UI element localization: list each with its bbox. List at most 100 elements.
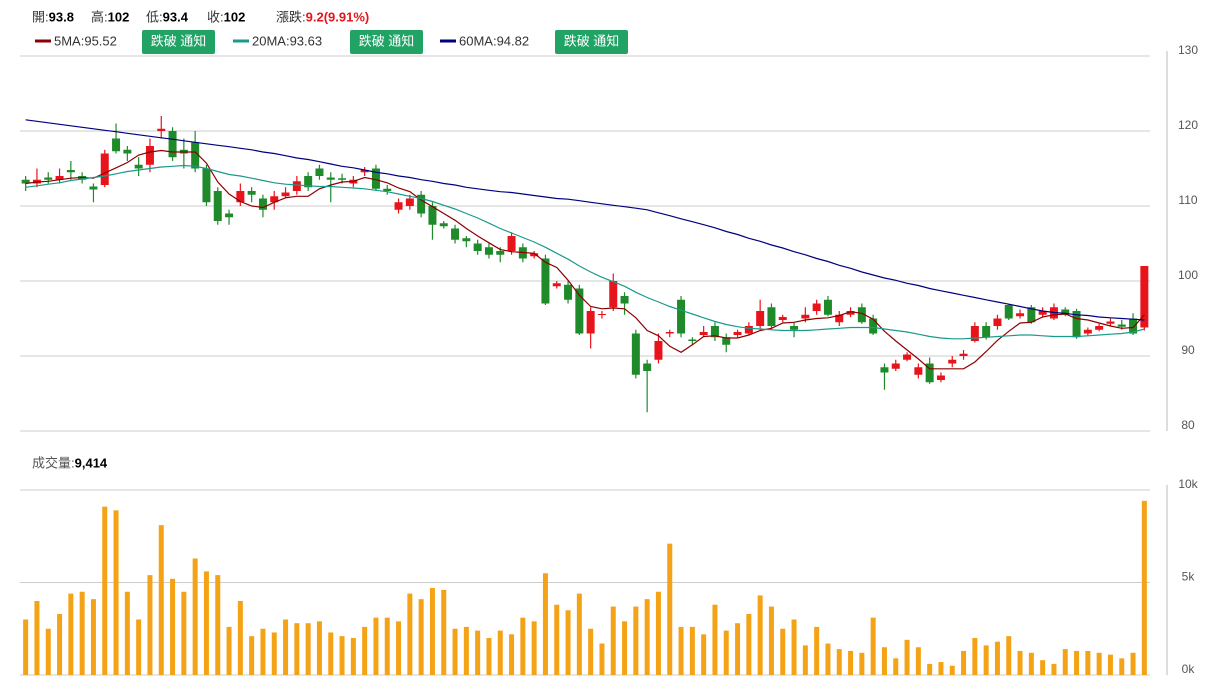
volume-bar bbox=[531, 621, 537, 675]
candle-body bbox=[654, 341, 663, 360]
candle-body bbox=[281, 192, 290, 197]
volume-bar bbox=[226, 626, 232, 675]
candle-body bbox=[801, 314, 810, 319]
candle-body bbox=[326, 177, 335, 180]
candle-body bbox=[688, 339, 697, 341]
candle-body bbox=[394, 202, 403, 210]
volume-bar bbox=[1051, 663, 1057, 675]
volume-bar bbox=[1006, 636, 1012, 675]
candle-body bbox=[21, 179, 30, 184]
volume-bar bbox=[1107, 654, 1113, 675]
candle-body bbox=[597, 314, 606, 315]
candle-body bbox=[1004, 305, 1013, 319]
y-tick-label: 120 bbox=[1178, 118, 1198, 132]
volume-bar bbox=[791, 619, 797, 675]
candle-body bbox=[643, 363, 652, 371]
volume-bar bbox=[893, 658, 899, 675]
volume-bar bbox=[746, 613, 752, 675]
volume-bar bbox=[723, 630, 729, 675]
header-label: 收: bbox=[207, 9, 224, 24]
candle-body bbox=[371, 168, 380, 189]
candle-body bbox=[530, 253, 539, 257]
volume-bar bbox=[102, 506, 108, 675]
candle-body bbox=[213, 191, 222, 221]
candle-body bbox=[236, 191, 245, 203]
volume-bar bbox=[1119, 658, 1125, 675]
candle-body bbox=[835, 314, 844, 323]
candle-body bbox=[891, 363, 900, 369]
volume-bar bbox=[881, 647, 887, 675]
volume-bar bbox=[124, 591, 130, 675]
candle-body bbox=[925, 363, 934, 383]
candle-body bbox=[1117, 324, 1126, 327]
alert-button[interactable]: 跌破 通知 bbox=[350, 30, 423, 54]
volume-bar bbox=[633, 606, 639, 675]
candle-body bbox=[1129, 318, 1138, 334]
candle-body bbox=[100, 153, 109, 185]
volume-bar bbox=[192, 558, 198, 675]
volume-bar bbox=[757, 595, 763, 675]
candle-body bbox=[914, 367, 923, 375]
candle-body bbox=[405, 198, 414, 206]
candle-body bbox=[677, 299, 686, 334]
alert-button[interactable]: 跌破 通知 bbox=[555, 30, 628, 54]
candle-body bbox=[417, 194, 426, 214]
header-value: 93.8 bbox=[49, 9, 74, 24]
candle-body bbox=[1140, 266, 1149, 328]
volume-bar bbox=[1017, 650, 1023, 675]
volume-bar bbox=[667, 543, 673, 675]
header-label: 高: bbox=[91, 9, 108, 24]
candle-body bbox=[44, 177, 53, 180]
button-label: 跌破 通知 bbox=[564, 33, 620, 48]
candle-body bbox=[959, 353, 968, 356]
volume-bar bbox=[384, 617, 390, 675]
volume-bar bbox=[396, 621, 402, 675]
candle-body bbox=[191, 142, 200, 169]
volume-bar bbox=[938, 662, 944, 675]
volume-bar bbox=[994, 641, 1000, 675]
volume-bar bbox=[339, 636, 345, 675]
candle-body bbox=[112, 138, 121, 152]
volume-bar bbox=[655, 591, 661, 675]
volume-bar bbox=[915, 647, 921, 675]
button-bg bbox=[142, 30, 215, 54]
volume-bar bbox=[34, 601, 40, 675]
alert-button[interactable]: 跌破 通知 bbox=[142, 30, 215, 54]
candle-body bbox=[880, 367, 889, 373]
header-label: 開: bbox=[32, 9, 49, 24]
candle-body bbox=[304, 176, 313, 188]
volume-bar bbox=[961, 650, 967, 675]
volume-bar bbox=[814, 626, 820, 675]
legend-label: 5MA:95.52 bbox=[54, 33, 117, 48]
volume-bar bbox=[972, 638, 978, 675]
candle-body bbox=[134, 164, 143, 169]
volume-bar bbox=[701, 634, 707, 675]
volume-bar bbox=[712, 604, 718, 675]
candle-body bbox=[1027, 307, 1036, 323]
volume-bar bbox=[848, 650, 854, 675]
volume-bar bbox=[904, 639, 910, 675]
y-tick-label: 10k bbox=[1178, 477, 1198, 491]
candle-body bbox=[439, 223, 448, 227]
volume-bar bbox=[362, 626, 368, 675]
volume-bar bbox=[610, 606, 616, 675]
volume-bar bbox=[90, 599, 96, 675]
candle-body bbox=[936, 375, 945, 380]
candle-body bbox=[1016, 313, 1025, 317]
header-label: 低: bbox=[146, 9, 163, 24]
volume-bar bbox=[1141, 500, 1147, 675]
candle-body bbox=[733, 332, 742, 335]
button-bg bbox=[555, 30, 628, 54]
candle-body bbox=[564, 284, 573, 300]
candle-body bbox=[496, 251, 505, 255]
header-value: 102 bbox=[224, 9, 246, 24]
volume-bar bbox=[825, 643, 831, 675]
candle-body bbox=[620, 296, 629, 304]
volume-bar bbox=[678, 626, 684, 675]
volume-bar bbox=[780, 628, 786, 675]
ma-line bbox=[25, 149, 1145, 370]
candle-body bbox=[338, 178, 347, 180]
volume-bar bbox=[836, 649, 842, 675]
y-tick-label: 80 bbox=[1181, 418, 1195, 432]
